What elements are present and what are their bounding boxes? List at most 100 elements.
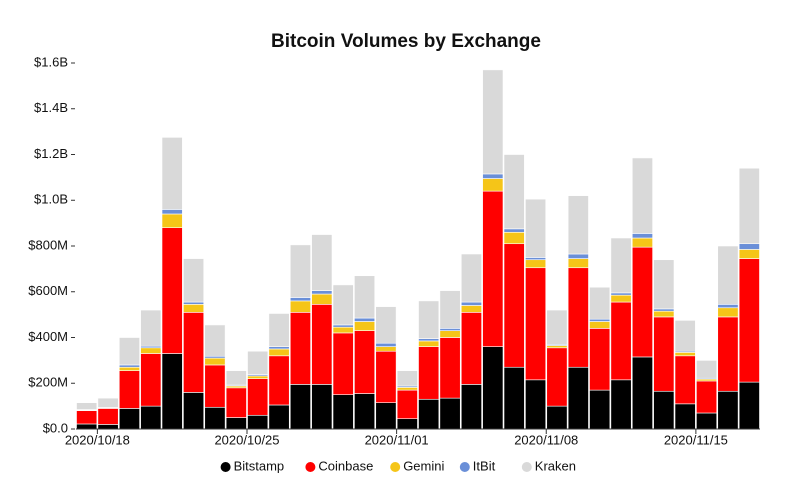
bar-segment xyxy=(247,375,269,379)
bar-segment xyxy=(525,267,547,381)
legend-label: ItBit xyxy=(473,458,496,473)
bar-segment xyxy=(161,353,183,430)
bar-segment xyxy=(161,137,183,210)
x-tick-label: 2020/10/25 xyxy=(214,432,279,447)
bar-segment xyxy=(289,312,311,385)
bar-segment xyxy=(311,304,333,385)
bar-segment xyxy=(332,324,354,328)
bar-segment xyxy=(653,390,675,430)
bar-segment xyxy=(311,290,333,295)
y-tick-label: $1.4B xyxy=(34,100,68,115)
bar-segment xyxy=(503,228,525,233)
bar-segment xyxy=(589,328,611,391)
bar-segment xyxy=(460,384,482,430)
bar-segment xyxy=(653,308,675,312)
bar-segment xyxy=(375,342,397,347)
bar-segment xyxy=(674,355,696,405)
bar-segment xyxy=(118,366,140,371)
bar-segment xyxy=(717,316,739,392)
bar-segment xyxy=(204,364,226,408)
bar-segment xyxy=(567,267,589,368)
bar-segment xyxy=(76,410,98,425)
y-tick-label: $400M xyxy=(28,329,68,344)
bar-segment xyxy=(546,405,568,430)
bar-segment xyxy=(311,234,333,291)
bar-segment xyxy=(610,301,632,381)
legend-swatch xyxy=(521,462,532,472)
bar-segment xyxy=(375,306,397,344)
bar-segment xyxy=(332,284,354,326)
bar-segment xyxy=(738,249,760,259)
bar-segment xyxy=(76,402,98,410)
legend-label: Coinbase xyxy=(318,458,373,473)
bar-segment xyxy=(717,245,739,305)
bar-segment xyxy=(653,310,675,318)
bar-segment xyxy=(247,414,269,430)
legend-swatch xyxy=(390,462,401,472)
bar-segment xyxy=(375,350,397,403)
bar-segment xyxy=(225,417,247,430)
bar-segment xyxy=(525,257,547,261)
bar-segment xyxy=(567,253,589,259)
bar-segment xyxy=(674,320,696,352)
bar-segment xyxy=(183,312,205,393)
bar-segment xyxy=(268,346,290,350)
bar-segment xyxy=(482,346,504,430)
bar-segment xyxy=(354,317,376,322)
legend-swatch xyxy=(459,462,470,472)
bar-segment xyxy=(460,312,482,385)
bar-segment xyxy=(354,275,376,319)
bar-segment xyxy=(204,406,226,430)
bar-segment xyxy=(161,209,183,215)
bar-segment xyxy=(268,404,290,430)
y-tick-label: $1.2B xyxy=(34,146,68,161)
bar-segment xyxy=(738,167,760,245)
bar-segment xyxy=(183,392,205,430)
y-tick-label: $200M xyxy=(28,375,68,390)
bar-segment xyxy=(738,243,760,250)
bar-segment xyxy=(332,394,354,430)
bar-segment xyxy=(418,398,440,430)
bar-segment xyxy=(375,346,397,352)
bar-segment xyxy=(183,258,205,303)
bar-segment xyxy=(118,364,140,368)
y-tick-label: $1.6B xyxy=(34,54,68,69)
bar-segment xyxy=(140,405,162,430)
y-tick-label: $600M xyxy=(28,283,68,298)
bar-segment xyxy=(140,353,162,407)
bar-segment xyxy=(674,403,696,430)
x-tick-label: 2020/11/01 xyxy=(365,432,429,447)
y-tick-label: $800M xyxy=(28,237,68,252)
bar-segment xyxy=(76,423,98,430)
bar-segment xyxy=(546,309,568,345)
bar-segment xyxy=(97,424,119,430)
bar-segment xyxy=(204,357,226,366)
bar-segment xyxy=(589,286,611,320)
bar-segment xyxy=(525,379,547,430)
bar-segment xyxy=(460,301,482,306)
bar-segment xyxy=(225,370,247,386)
bar-segment xyxy=(311,293,333,305)
bar-segment xyxy=(268,313,290,347)
bar-segment xyxy=(354,330,376,394)
bar-segment xyxy=(738,381,760,430)
bar-segment xyxy=(268,348,290,357)
bar-segment xyxy=(289,297,311,302)
bar-segment xyxy=(225,387,247,418)
bar-segment xyxy=(717,390,739,430)
bar-segment xyxy=(696,380,718,414)
bar-segment xyxy=(696,412,718,430)
bar-segment xyxy=(482,69,504,175)
bar-segment xyxy=(631,157,653,234)
legend-swatch xyxy=(220,462,231,472)
bar-segment xyxy=(183,304,205,313)
bar-segment xyxy=(674,352,696,357)
bar-segment xyxy=(610,292,632,296)
bar-segment xyxy=(631,356,653,430)
bar-segment xyxy=(460,305,482,313)
bar-segment xyxy=(418,340,440,347)
bar-segment xyxy=(396,370,418,387)
x-tick-label: 2020/11/15 xyxy=(664,432,728,447)
bar-segment xyxy=(396,387,418,391)
bar-segment xyxy=(118,370,140,409)
